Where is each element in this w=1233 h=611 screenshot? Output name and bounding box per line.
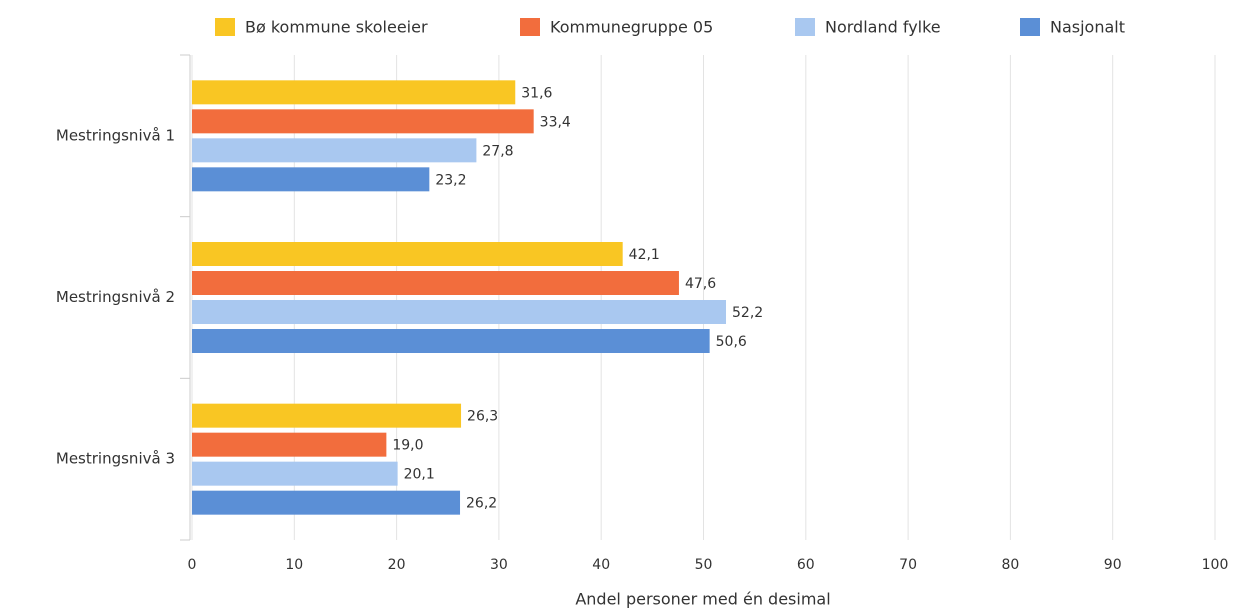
legend-label: Nordland fylke xyxy=(825,18,941,37)
legend-label: Bø kommune skoleeier xyxy=(245,18,428,37)
bar xyxy=(192,490,461,515)
x-tick-label: 30 xyxy=(490,557,508,573)
bar xyxy=(192,432,387,457)
bar xyxy=(192,80,516,105)
value-label: 52,2 xyxy=(732,305,763,321)
value-label: 33,4 xyxy=(540,114,571,130)
value-label: 20,1 xyxy=(404,467,435,483)
legend-swatch xyxy=(795,18,815,36)
legend-swatch xyxy=(215,18,235,36)
bar xyxy=(192,167,430,192)
x-tick-label: 90 xyxy=(1104,557,1122,573)
value-label: 50,6 xyxy=(716,334,747,350)
bar xyxy=(192,403,462,428)
bar xyxy=(192,242,623,266)
legend-label: Nasjonalt xyxy=(1050,18,1125,37)
bar xyxy=(192,109,534,134)
x-tick-label: 60 xyxy=(797,557,815,573)
value-label: 26,2 xyxy=(466,496,497,512)
bar xyxy=(192,461,398,486)
x-tick-label: 20 xyxy=(388,557,406,573)
x-tick-label: 50 xyxy=(695,557,713,573)
bar xyxy=(192,271,679,295)
x-axis-label: Andel personer med én desimal xyxy=(575,590,830,609)
value-label: 27,8 xyxy=(482,143,513,159)
x-tick-label: 100 xyxy=(1202,557,1229,573)
legend-swatch xyxy=(520,18,540,36)
value-label: 23,2 xyxy=(435,172,466,188)
value-label: 42,1 xyxy=(629,247,660,263)
bar xyxy=(192,329,710,353)
x-tick-label: 70 xyxy=(899,557,917,573)
x-tick-label: 40 xyxy=(592,557,610,573)
y-tick-label: Mestringsnivå 3 xyxy=(56,450,175,468)
value-label: 19,0 xyxy=(392,438,423,454)
value-label: 31,6 xyxy=(521,85,552,101)
x-tick-label: 80 xyxy=(1001,557,1019,573)
value-label: 47,6 xyxy=(685,276,716,292)
bar xyxy=(192,300,727,324)
x-tick-label: 10 xyxy=(285,557,303,573)
y-tick-label: Mestringsnivå 2 xyxy=(56,288,175,306)
legend-label: Kommunegruppe 05 xyxy=(550,18,713,37)
value-label: 26,3 xyxy=(467,409,498,425)
x-tick-label: 0 xyxy=(188,557,197,573)
legend-swatch xyxy=(1020,18,1040,36)
y-tick-label: Mestringsnivå 1 xyxy=(56,126,175,144)
bar xyxy=(192,138,477,163)
